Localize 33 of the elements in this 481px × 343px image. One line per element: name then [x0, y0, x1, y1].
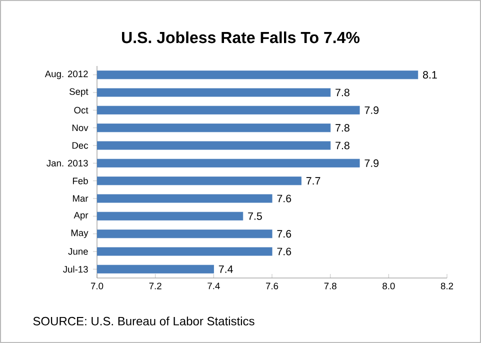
source-note: SOURCE: U.S. Bureau of Labor Statistics [33, 316, 254, 326]
y-tick-label: Dec [72, 142, 88, 149]
chart-title: U.S. Jobless Rate Falls To 7.4% [122, 31, 360, 44]
y-tick-label: Jul-13 [63, 266, 88, 273]
x-tick-label: 7.4 [208, 282, 220, 290]
x-tick-label: 8.0 [382, 282, 395, 290]
data-label: 7.9 [364, 106, 379, 114]
data-label: 7.6 [277, 194, 292, 202]
data-label: 7.5 [248, 212, 262, 220]
data-label: 7.6 [277, 248, 292, 256]
y-tick-label: Oct [74, 106, 88, 114]
data-label: 7.6 [277, 230, 292, 238]
x-tick-label: 7.0 [90, 282, 104, 290]
y-tick-label: Apr [74, 212, 88, 220]
data-label: 7.8 [336, 88, 350, 96]
data-label: 7.8 [336, 142, 350, 150]
x-tick-label: 7.2 [149, 282, 162, 290]
data-label: 7.8 [336, 124, 350, 132]
x-tick-label: 8.2 [440, 282, 454, 290]
y-tick-label: May [71, 230, 88, 238]
x-tick-label: 7.8 [324, 282, 336, 290]
y-tick-label: June [68, 248, 88, 255]
data-label: 7.7 [306, 177, 320, 185]
data-label: 7.4 [218, 265, 233, 273]
y-tick-label: Jan. 2013 [46, 160, 88, 166]
y-tick-label: Mar [72, 195, 88, 202]
y-tick-label: Feb [72, 177, 88, 184]
data-label: 7.9 [364, 159, 379, 167]
x-tick-label: 7.6 [266, 282, 278, 290]
data-label: 8.1 [423, 71, 437, 79]
y-tick-label: Sept [70, 88, 88, 97]
y-tick-label: Aug. 2012 [44, 70, 88, 80]
y-tick-label: Nov [72, 124, 88, 132]
